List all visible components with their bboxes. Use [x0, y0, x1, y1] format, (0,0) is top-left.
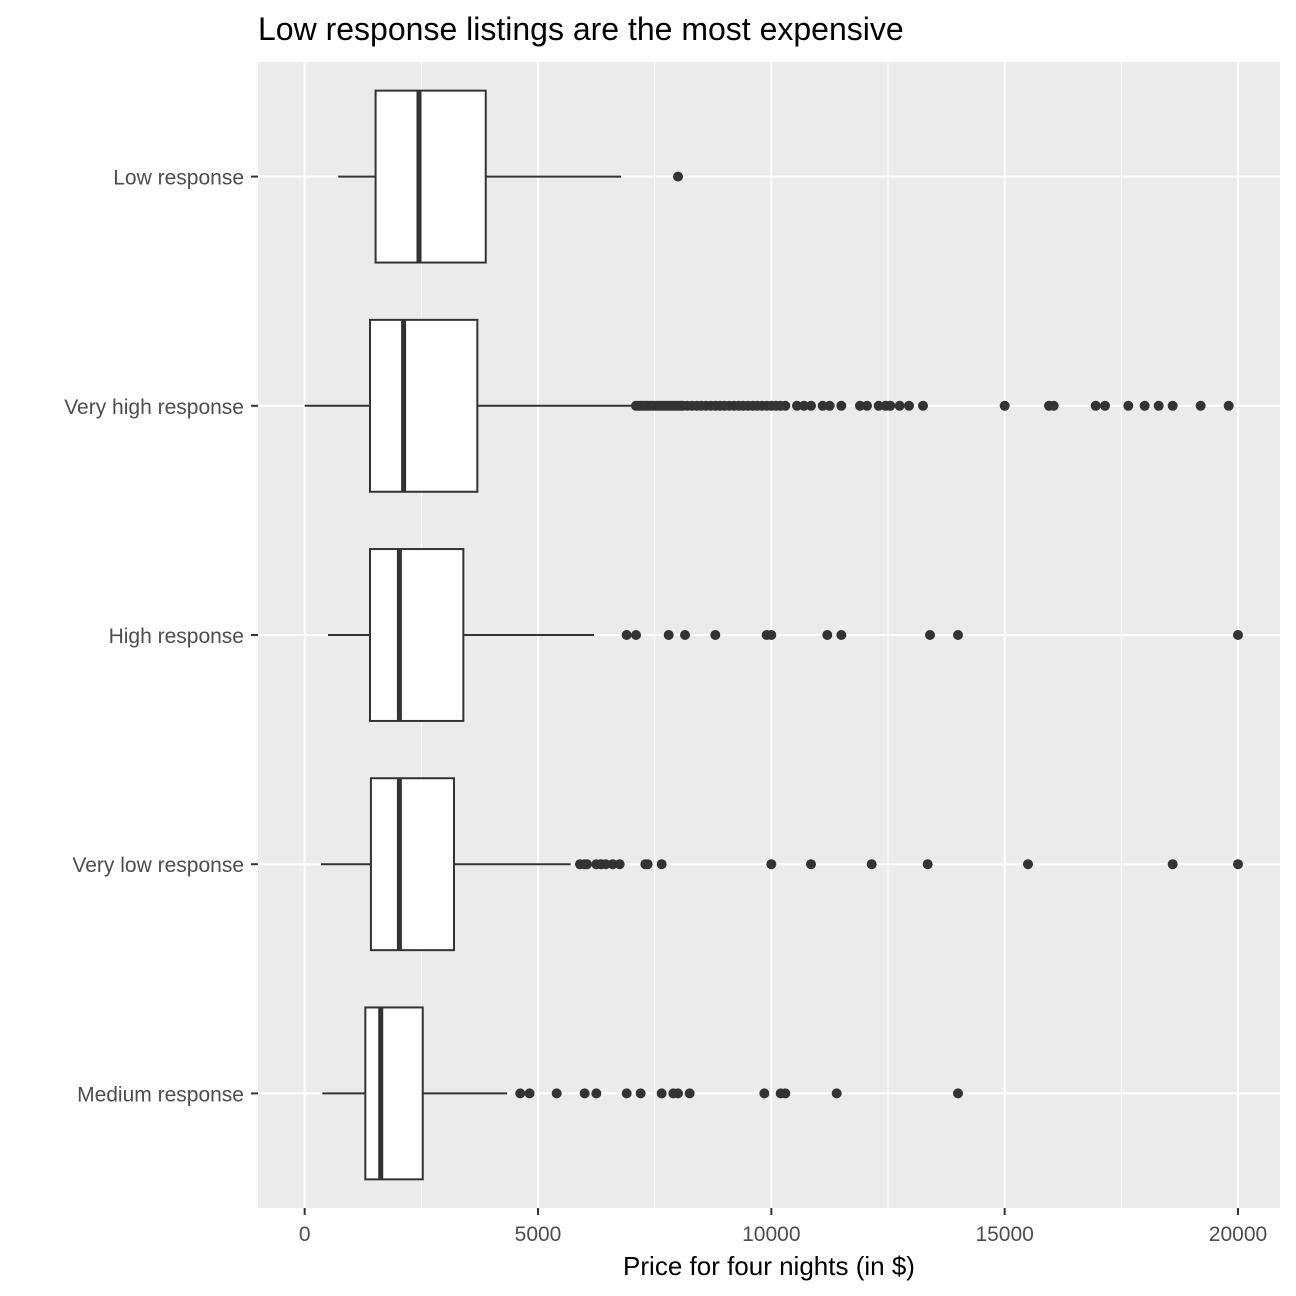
box-group [338, 89, 683, 264]
outlier-point [582, 859, 592, 870]
outlier-point [1100, 400, 1110, 411]
y-tick-label: Very high response [64, 396, 244, 419]
outlier-point [885, 400, 896, 411]
outlier-point [1139, 400, 1150, 411]
outlier-point [1233, 859, 1243, 870]
outlier-point [673, 171, 683, 182]
outlier-point [607, 859, 618, 870]
outlier-point [684, 1088, 695, 1099]
x-tick-label: 10000 [742, 1223, 800, 1246]
outlier-point [862, 400, 872, 411]
outlier-point [710, 630, 721, 640]
outlier-point [866, 859, 877, 870]
box [364, 1006, 424, 1181]
outlier-point [822, 630, 833, 640]
outlier-point [1167, 400, 1178, 411]
outlier-point [766, 630, 777, 640]
outlier-point [515, 1088, 526, 1099]
outlier-point [551, 1088, 562, 1099]
outlier-point [792, 400, 802, 411]
outlier-point [925, 630, 935, 640]
box [369, 318, 479, 493]
outlier-point [673, 1088, 683, 1099]
box [369, 548, 465, 722]
outlier-point [918, 400, 928, 411]
box-group [328, 548, 1243, 722]
outlier-point [642, 859, 653, 870]
outlier-point [656, 859, 667, 870]
outlier-point [831, 1088, 842, 1099]
outlier-point [953, 630, 963, 640]
outlier-point [1195, 400, 1206, 411]
y-tick-label: Very low response [72, 854, 244, 877]
outlier-point [824, 400, 835, 411]
outlier-point [999, 400, 1010, 411]
box-group [304, 318, 1234, 493]
y-tick-label: Medium response [77, 1083, 244, 1106]
outlier-point [817, 400, 828, 411]
outlier-point [806, 859, 816, 870]
y-axis: Low response Very high response High respo… [64, 167, 258, 1106]
outlier-point [663, 630, 674, 640]
outlier-point [806, 400, 816, 411]
outlier-point [1123, 400, 1134, 411]
outlier-point [614, 859, 625, 870]
outlier-point [873, 400, 884, 411]
outlier-point [904, 400, 914, 411]
box [369, 777, 455, 952]
x-axis-title: Price for four nights (in $) [623, 1251, 915, 1281]
box [374, 89, 487, 264]
outlier-point [621, 1088, 632, 1099]
outlier-point [579, 1088, 590, 1099]
outlier-point [656, 1088, 667, 1099]
outlier-point [953, 1088, 963, 1099]
outlier-point [780, 400, 791, 411]
outlier-point [836, 630, 847, 640]
y-tick-label: Low response [113, 167, 244, 190]
box-group [322, 1006, 963, 1181]
outlier-point [1233, 630, 1243, 640]
box-group [321, 777, 1243, 952]
x-tick-label: 20000 [1209, 1223, 1267, 1246]
outlier-point [680, 630, 690, 640]
outlier-point [1223, 400, 1234, 411]
outlier-point [1023, 859, 1033, 870]
outlier-point [780, 1088, 791, 1099]
x-tick-label: 5000 [515, 1223, 562, 1246]
chart-title: Low response listings are the most expen… [258, 11, 904, 47]
outlier-point [524, 1088, 535, 1099]
outlier-point [766, 859, 777, 870]
x-tick-label: 15000 [975, 1223, 1033, 1246]
outlier-point [1048, 400, 1059, 411]
x-axis: 0 5000 10000 15000 20000 [299, 1208, 1267, 1246]
outlier-point [600, 859, 611, 870]
x-tick-label: 0 [299, 1223, 311, 1246]
outlier-point [759, 1088, 770, 1099]
outlier-point [836, 400, 847, 411]
boxplot-series [304, 89, 1243, 1181]
outlier-point [1153, 400, 1164, 411]
outlier-point [799, 400, 809, 411]
outlier-point [1090, 400, 1101, 411]
outlier-point [631, 630, 641, 640]
outlier-point [922, 859, 933, 870]
outlier-point [855, 400, 865, 411]
outlier-point [591, 1088, 602, 1099]
y-tick-label: High response [109, 625, 244, 648]
outlier-point [894, 400, 905, 411]
outlier-point [621, 630, 632, 640]
outlier-point [635, 1088, 646, 1099]
outlier-point [1167, 859, 1178, 870]
